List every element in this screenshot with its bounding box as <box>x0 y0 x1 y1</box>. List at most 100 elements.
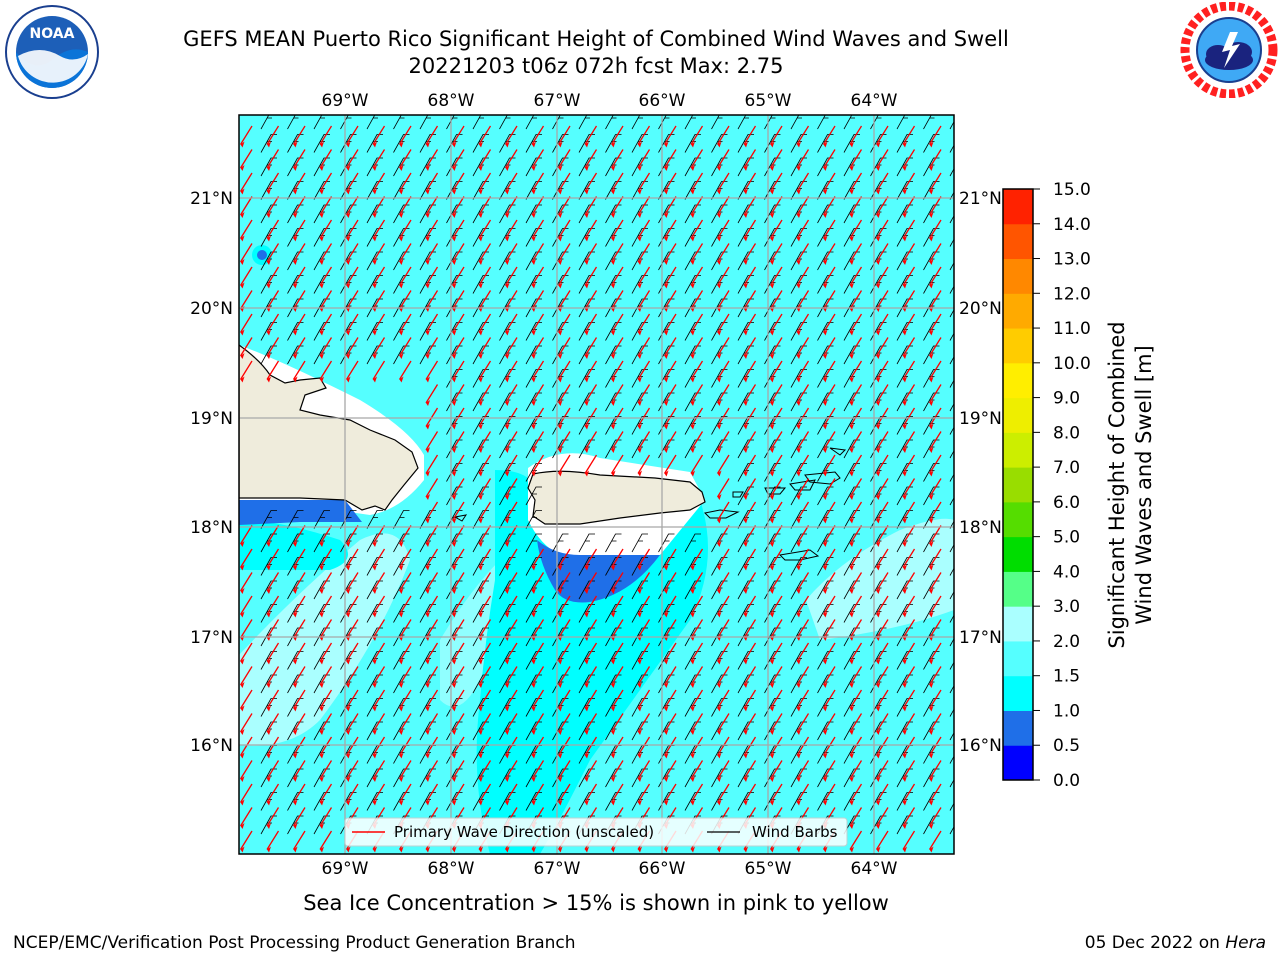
colorbar-swatch <box>1003 293 1033 329</box>
lat-label-left: 18°N <box>190 518 233 538</box>
colorbar-label-line1: Significant Height of Combined <box>1105 321 1129 648</box>
colorbar-tick-label: 13.0 <box>1053 250 1091 270</box>
lon-labels-top: 69°W 68°W 67°W 66°W 65°W 64°W <box>322 91 898 111</box>
lon-label-top: 66°W <box>639 91 686 111</box>
land-anegada <box>829 447 847 456</box>
lat-label-right: 17°N <box>959 628 1002 648</box>
colorbar-swatch <box>1003 640 1033 677</box>
colorbar-swatch <box>1003 501 1033 538</box>
land-st-thomas <box>764 487 787 495</box>
colorbar-tick-label: 8.0 <box>1053 423 1080 443</box>
colorbar-swatch <box>1003 362 1033 399</box>
lat-label-right: 20°N <box>959 299 1002 319</box>
colorbar-swatch <box>1003 432 1033 468</box>
colorbar-tick-label: 15.0 <box>1053 180 1091 200</box>
colorbar-swatch <box>1003 328 1033 364</box>
colorbar-tick-label: 9.0 <box>1053 389 1080 409</box>
colorbar-swatch <box>1003 675 1033 711</box>
colorbar-swatch <box>1003 606 1033 642</box>
map-plot-area <box>239 115 954 854</box>
colorbar-tick-label: 11.0 <box>1053 319 1091 339</box>
colorbar-swatch <box>1003 258 1033 294</box>
colorbar-tick-label: 7.0 <box>1053 458 1080 478</box>
colorbar-swatch <box>1003 467 1033 503</box>
lat-labels-left: 21°N 20°N 19°N 18°N 17°N 16°N <box>190 189 233 756</box>
lon-label-top: 69°W <box>322 91 369 111</box>
land-hispaniola <box>239 344 419 511</box>
land-puerto-rico <box>527 470 706 525</box>
lon-label-top: 65°W <box>745 91 792 111</box>
land-vieques <box>703 509 740 519</box>
lon-label-bottom: 64°W <box>851 859 898 879</box>
nws-logo-icon <box>1180 2 1278 98</box>
lon-label-bottom: 67°W <box>534 859 581 879</box>
colorbar: 0.0 0.5 1.0 1.5 2.0 3.0 4.0 5.0 6.0 7.0 8.0 9.0 10.0… <box>1002 180 1091 791</box>
legend-wave-label: Primary Wave Direction (unscaled) <box>394 823 654 841</box>
sea-ice-note: Sea Ice Concentration > 15% is shown in … <box>303 891 889 915</box>
land-culebra <box>732 491 744 498</box>
lat-label-left: 17°N <box>190 628 233 648</box>
colorbar-tick-label: 0.0 <box>1053 771 1080 791</box>
lon-label-bottom: 65°W <box>745 859 792 879</box>
noaa-logo-text: NOAA <box>30 26 75 42</box>
colorbar-tick-label: 14.0 <box>1053 215 1091 235</box>
colorbar-tick-label: 1.0 <box>1053 701 1080 721</box>
legend-barb-label: Wind Barbs <box>752 823 838 841</box>
colorbar-swatch <box>1003 710 1033 746</box>
graticule <box>239 115 954 854</box>
lon-labels-bottom: 69°W 68°W 67°W 66°W 65°W 64°W <box>322 859 898 879</box>
land-virgin-gorda <box>804 471 841 485</box>
colorbar-swatch <box>1003 397 1033 433</box>
colorbar-tick-label: 10.0 <box>1053 354 1091 374</box>
noaa-logo-icon: NOAA <box>5 5 99 99</box>
lat-label-right: 19°N <box>959 409 1002 429</box>
lat-label-left: 19°N <box>190 409 233 429</box>
lat-labels-right: 21°N 20°N 19°N 18°N 17°N 16°N <box>959 189 1002 756</box>
chart-title: GEFS MEAN Puerto Rico Significant Height… <box>183 27 1009 51</box>
colorbar-swatch <box>1003 571 1033 607</box>
colorbar-tick-label: 3.0 <box>1053 597 1080 617</box>
wave-region-cyan <box>239 520 348 570</box>
colorbar-tick-label: 1.5 <box>1053 667 1080 687</box>
colorbar-label-line2: Wind Waves and Swell [m] <box>1132 345 1156 625</box>
land-mona <box>453 514 468 522</box>
lon-label-bottom: 66°W <box>639 859 686 879</box>
wave-region-blue <box>239 500 362 525</box>
wave-region-light <box>806 518 954 640</box>
lon-label-top: 64°W <box>851 91 898 111</box>
colorbar-tick-label: 12.0 <box>1053 284 1091 304</box>
footer-host: Hera <box>1225 933 1266 953</box>
lon-label-top: 68°W <box>428 91 475 111</box>
colorbar-tick-label: 2.0 <box>1053 632 1080 652</box>
map-frame <box>238 114 955 855</box>
colorbar-tick-label: 6.0 <box>1053 493 1080 513</box>
lat-label-left: 20°N <box>190 299 233 319</box>
lon-label-bottom: 68°W <box>428 859 475 879</box>
colorbar-title: Significant Height of Combined Wind Wave… <box>1105 321 1156 648</box>
chart-subtitle-forecast: 20221203 t06z 072h fcst Max: 2.75 <box>408 54 784 78</box>
lat-label-left: 21°N <box>190 189 233 209</box>
footer-branch: NCEP/EMC/Verification Post Processing Pr… <box>13 933 576 953</box>
colorbar-swatch <box>1003 745 1033 781</box>
lat-label-right: 18°N <box>959 518 1002 538</box>
lon-label-bottom: 69°W <box>322 859 369 879</box>
lat-label-right: 21°N <box>959 189 1002 209</box>
colorbar-swatch <box>1003 223 1033 260</box>
wave-region-light <box>440 560 503 707</box>
wave-region-blue <box>537 540 660 603</box>
footer-date: 05 Dec 2022 on Hera <box>1085 933 1266 953</box>
land-st-croix <box>778 549 820 561</box>
colorbar-tick-label: 5.0 <box>1053 528 1080 548</box>
footer-date-text: 05 Dec 2022 on <box>1084 933 1226 953</box>
colorbar-swatch <box>1003 189 1033 225</box>
colorbar-tick-label: 0.5 <box>1053 736 1080 756</box>
lon-label-top: 67°W <box>534 91 581 111</box>
lat-label-right: 16°N <box>959 736 1002 756</box>
colorbar-swatch <box>1003 536 1033 572</box>
wave-region-blue <box>257 250 267 260</box>
wave-region-light <box>239 533 410 746</box>
lat-label-left: 16°N <box>190 736 233 756</box>
map-legend: Primary Wave Direction (unscaled) Wind B… <box>344 817 848 847</box>
colorbar-tick-label: 4.0 <box>1053 562 1080 582</box>
